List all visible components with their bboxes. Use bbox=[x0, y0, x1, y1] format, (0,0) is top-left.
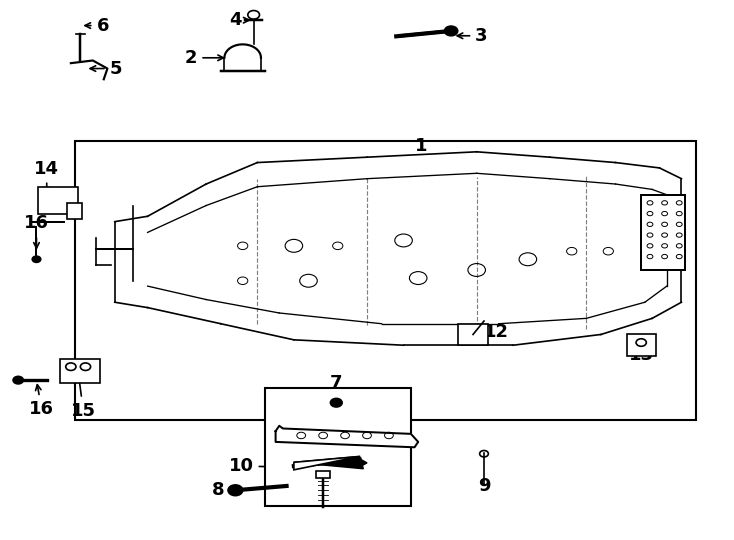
Text: 10: 10 bbox=[229, 457, 289, 475]
Text: 2: 2 bbox=[185, 49, 223, 67]
Bar bbox=[265, 388, 411, 507]
Bar bbox=[316, 471, 330, 478]
Text: 14: 14 bbox=[34, 160, 59, 193]
Text: 9: 9 bbox=[478, 477, 490, 495]
Circle shape bbox=[445, 26, 458, 36]
Text: 15: 15 bbox=[70, 377, 95, 420]
Bar bbox=[627, 334, 656, 356]
Text: 13: 13 bbox=[629, 346, 654, 364]
Text: 11: 11 bbox=[328, 492, 368, 510]
Circle shape bbox=[13, 376, 23, 384]
Circle shape bbox=[330, 399, 342, 407]
Bar bbox=[459, 323, 487, 345]
Bar bbox=[38, 187, 78, 214]
Text: 7: 7 bbox=[330, 374, 343, 391]
Circle shape bbox=[32, 256, 41, 262]
Bar bbox=[60, 359, 100, 383]
Polygon shape bbox=[358, 458, 367, 468]
Circle shape bbox=[228, 485, 243, 496]
Text: 6: 6 bbox=[85, 17, 109, 35]
Text: 1: 1 bbox=[415, 137, 427, 155]
Text: 5: 5 bbox=[90, 59, 122, 78]
Polygon shape bbox=[294, 456, 360, 470]
Text: 12: 12 bbox=[473, 323, 509, 341]
Polygon shape bbox=[294, 456, 363, 469]
Polygon shape bbox=[275, 426, 418, 447]
Bar bbox=[642, 195, 685, 270]
Text: 8: 8 bbox=[212, 481, 241, 500]
Text: 3: 3 bbox=[457, 27, 487, 45]
Bar bbox=[68, 203, 81, 219]
Text: 16: 16 bbox=[29, 384, 54, 418]
Text: 4: 4 bbox=[229, 11, 249, 29]
Text: 16: 16 bbox=[24, 214, 49, 248]
Bar bbox=[75, 141, 696, 421]
